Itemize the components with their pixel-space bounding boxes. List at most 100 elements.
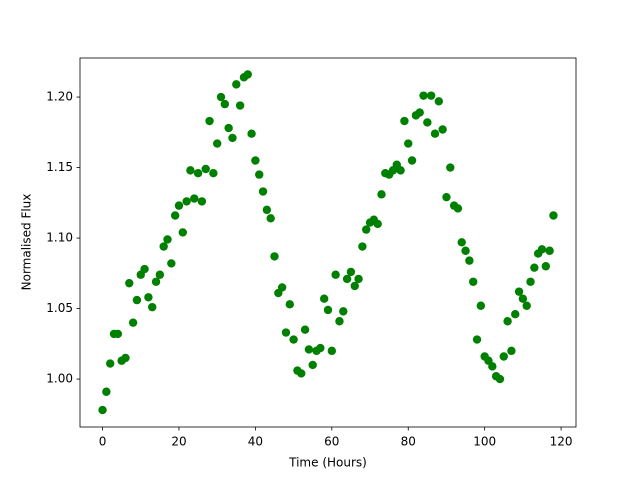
point [270, 252, 279, 261]
point [377, 190, 386, 199]
point [339, 307, 348, 316]
point [549, 211, 558, 220]
x-tick-label: 100 [473, 435, 496, 449]
point [426, 91, 436, 100]
point [121, 353, 130, 363]
point [476, 301, 486, 310]
point [297, 369, 306, 378]
point [342, 274, 352, 284]
point [465, 256, 474, 265]
point [300, 325, 310, 334]
point [247, 129, 256, 138]
point [319, 294, 329, 303]
y-axis-label: Normalised Flux [20, 194, 34, 291]
point [255, 170, 264, 179]
point [537, 245, 547, 254]
point [495, 374, 505, 384]
point [201, 164, 210, 174]
point [507, 346, 516, 356]
point [419, 91, 428, 100]
point [262, 205, 272, 215]
y-tick-label: 1.05 [46, 301, 73, 315]
point [170, 211, 180, 220]
point [197, 197, 207, 206]
point [212, 139, 222, 148]
y-tick-label: 1.00 [46, 372, 73, 386]
point [182, 197, 191, 206]
point [151, 277, 161, 286]
point [354, 274, 363, 284]
point [442, 192, 451, 202]
point [453, 204, 463, 213]
y-tick-label: 1.20 [46, 90, 73, 104]
point [316, 343, 325, 353]
point [308, 360, 317, 370]
point [469, 277, 478, 286]
point [105, 359, 115, 368]
point [102, 387, 111, 396]
point [404, 139, 413, 148]
point [232, 80, 241, 89]
point [526, 277, 535, 286]
point [167, 259, 176, 268]
x-axis-label: Time (Hours) [288, 456, 367, 470]
point [304, 345, 314, 354]
point [327, 346, 337, 356]
point [235, 101, 245, 110]
point [98, 405, 107, 415]
point [281, 328, 291, 337]
point [228, 133, 237, 143]
point [446, 163, 455, 172]
point [423, 118, 432, 127]
point [530, 263, 539, 272]
point [148, 302, 157, 312]
point [407, 156, 417, 165]
point [266, 214, 275, 223]
point [457, 238, 466, 247]
point [193, 168, 203, 178]
point [438, 125, 447, 134]
x-tick-label: 120 [550, 435, 573, 449]
point [224, 123, 233, 133]
x-tick-label: 20 [171, 435, 186, 449]
point [113, 329, 123, 339]
point [251, 156, 260, 165]
point [209, 168, 218, 178]
point [415, 108, 424, 117]
point [472, 335, 482, 344]
point [331, 270, 340, 279]
point [461, 246, 470, 255]
y-tick-label: 1.10 [46, 231, 73, 245]
point [163, 235, 172, 244]
point [323, 305, 333, 315]
point [346, 267, 356, 277]
point [178, 228, 187, 237]
point [335, 317, 344, 326]
point [243, 70, 252, 79]
point [144, 293, 153, 302]
point [350, 281, 359, 291]
point [514, 287, 524, 296]
point [400, 116, 409, 126]
point [541, 262, 551, 271]
point [289, 335, 298, 344]
point [277, 283, 287, 292]
point [132, 295, 142, 305]
point [430, 129, 440, 138]
point [258, 187, 268, 196]
point [434, 97, 444, 106]
x-tick-label: 80 [401, 435, 416, 449]
point [503, 317, 512, 326]
point [155, 270, 165, 279]
point [522, 301, 531, 310]
point [358, 242, 367, 251]
point [205, 116, 214, 126]
point [220, 99, 230, 109]
y-tick-label: 1.15 [46, 160, 73, 174]
point [545, 246, 554, 255]
x-tick-label: 60 [324, 435, 339, 449]
point [511, 309, 520, 319]
point [190, 194, 199, 203]
